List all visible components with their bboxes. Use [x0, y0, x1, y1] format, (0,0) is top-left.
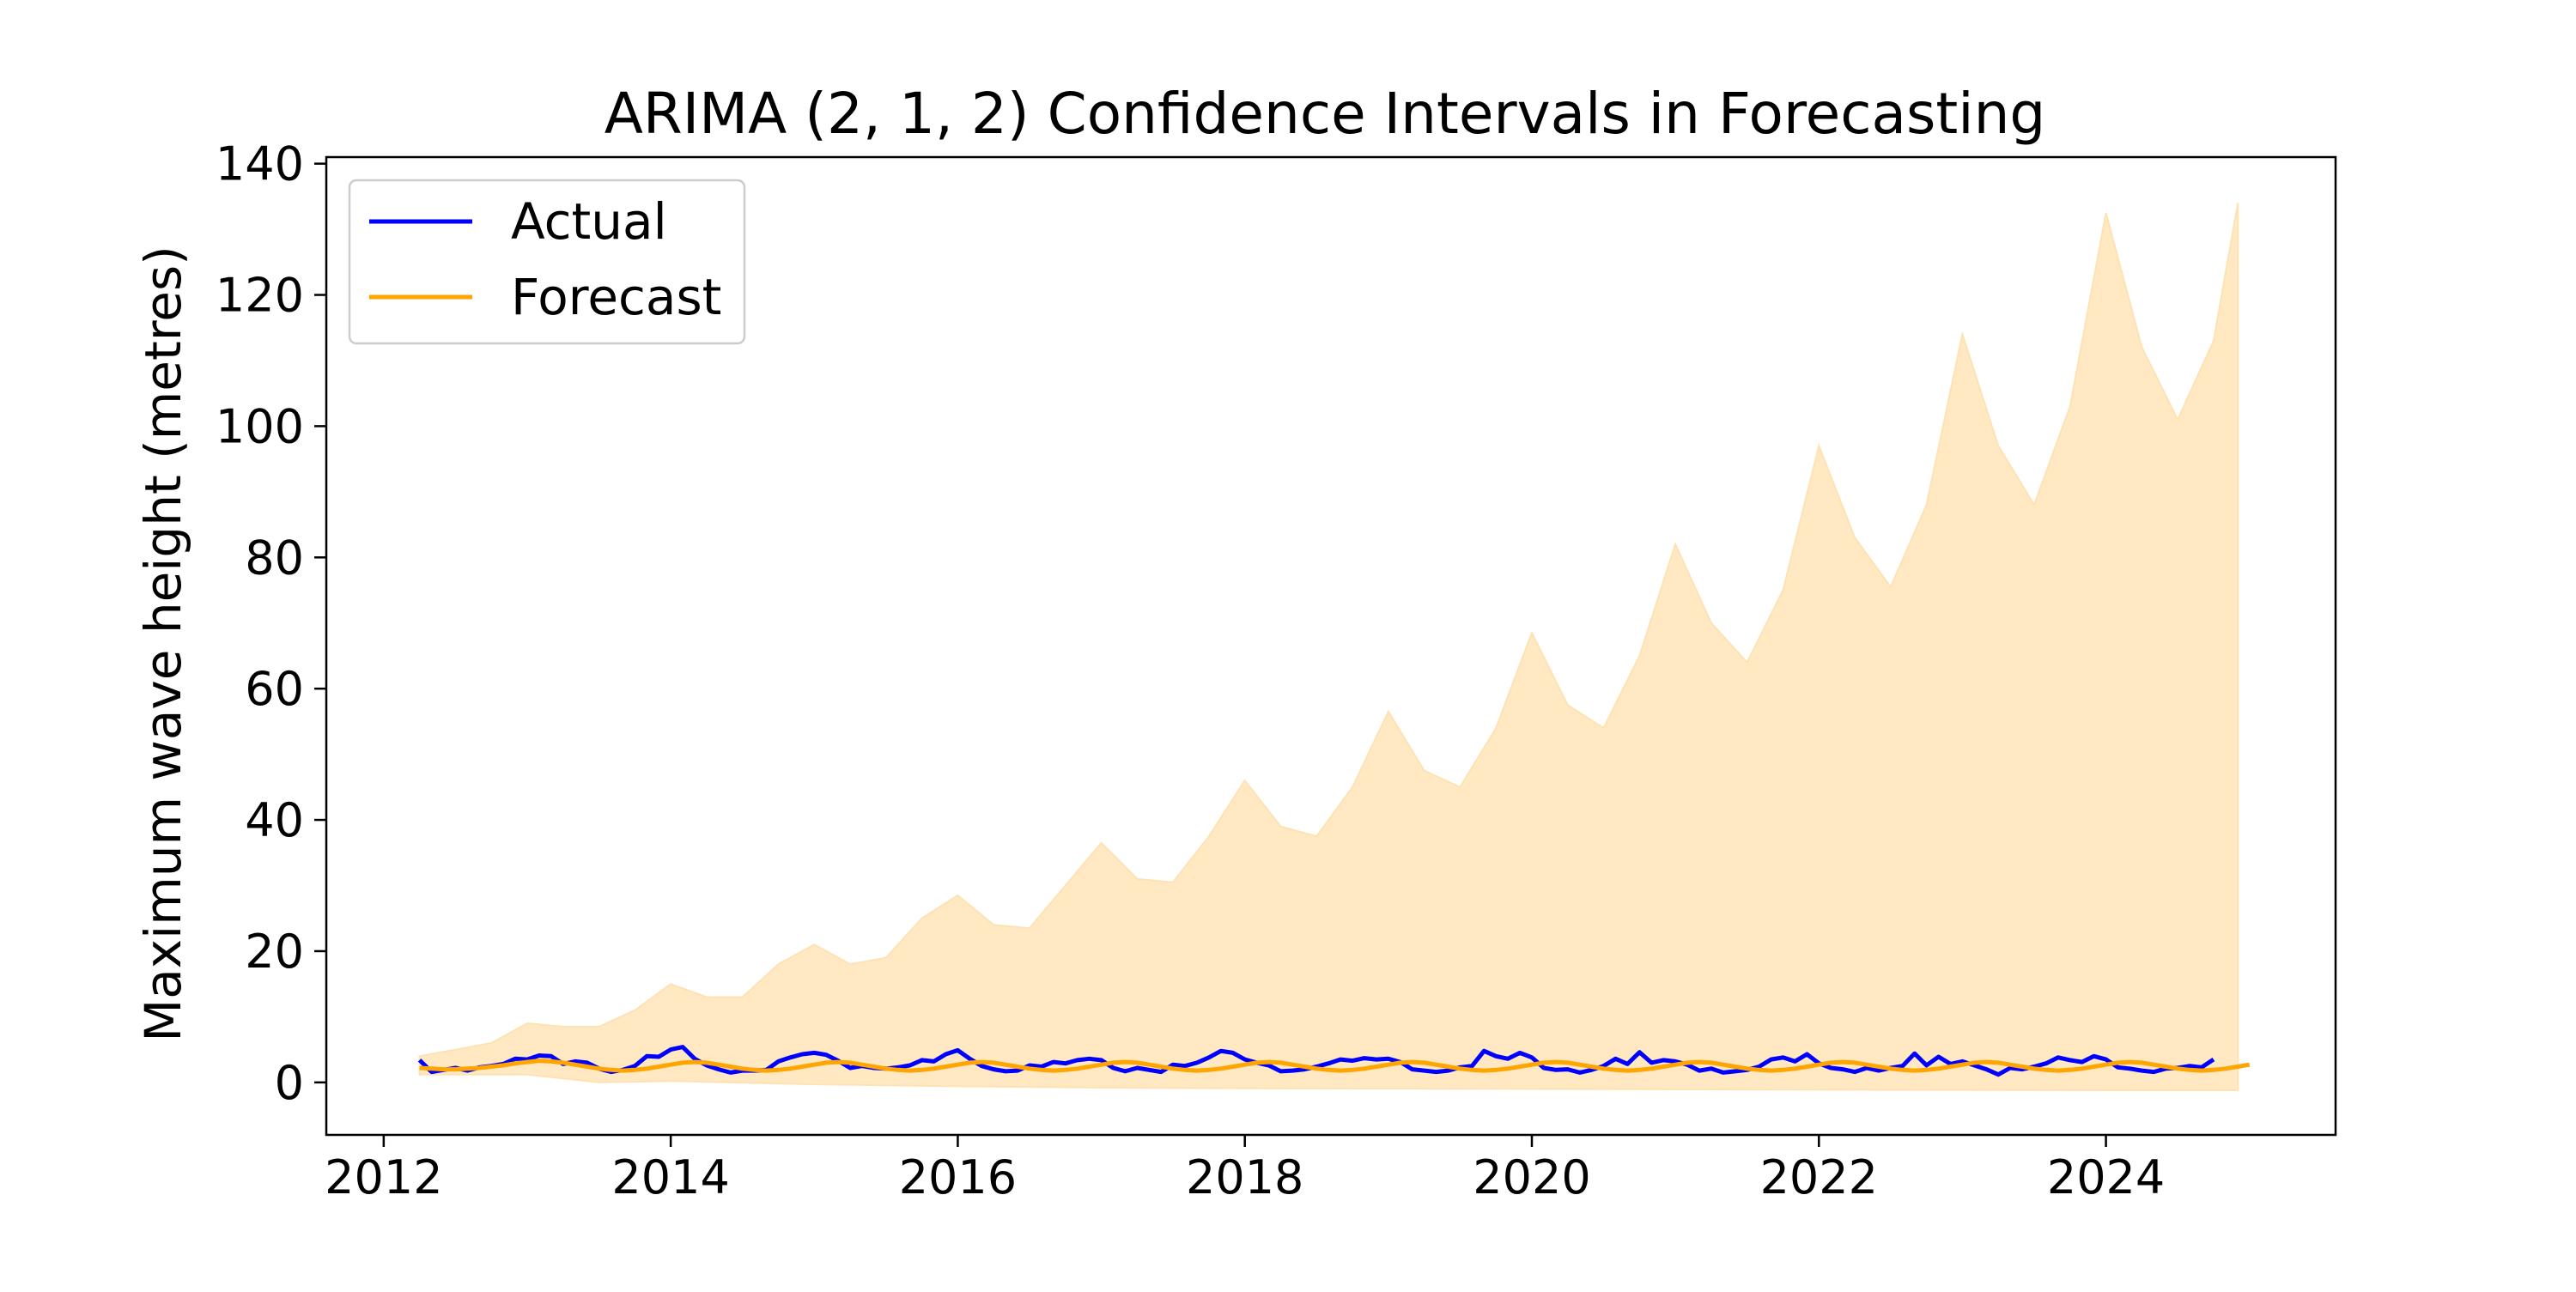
y-tick-label: 40: [245, 793, 304, 847]
legend: Actual Forecast: [348, 179, 746, 345]
plot-area: [417, 203, 2251, 1091]
y-axis-label: Maximum wave height (metres): [134, 246, 192, 1042]
y-tick-label: 100: [216, 399, 304, 453]
y-tick-label: 140: [216, 137, 304, 191]
legend-label-forecast: Forecast: [511, 268, 721, 326]
x-tick-label: 2022: [1760, 1150, 1878, 1204]
axes: 2012 2014 2016 2018 2020 2022 2024 0 20 40 60 80 100…: [216, 137, 2337, 1204]
confidence-interval-band: [418, 203, 2239, 1091]
y-tick-label: 120: [216, 269, 304, 323]
x-tick-label: 2016: [899, 1150, 1017, 1204]
y-tick-label: 60: [245, 662, 304, 716]
plot-frame: [325, 155, 2337, 1137]
x-tick-label: 2014: [611, 1150, 729, 1204]
y-tick-label: 20: [245, 925, 304, 979]
legend-label-actual: Actual: [511, 192, 667, 251]
x-tick-label: 2012: [325, 1150, 442, 1204]
series-line-forecast: [419, 1058, 2251, 1073]
y-tick-label: 0: [275, 1056, 304, 1110]
x-tick-label: 2018: [1186, 1150, 1303, 1204]
chart-title: ARIMA (2, 1, 2) Confidence Intervals in …: [605, 81, 2046, 147]
x-tick-label: 2020: [1473, 1150, 1590, 1204]
y-tick-label: 80: [245, 531, 304, 585]
x-tick-label: 2024: [2047, 1150, 2165, 1204]
